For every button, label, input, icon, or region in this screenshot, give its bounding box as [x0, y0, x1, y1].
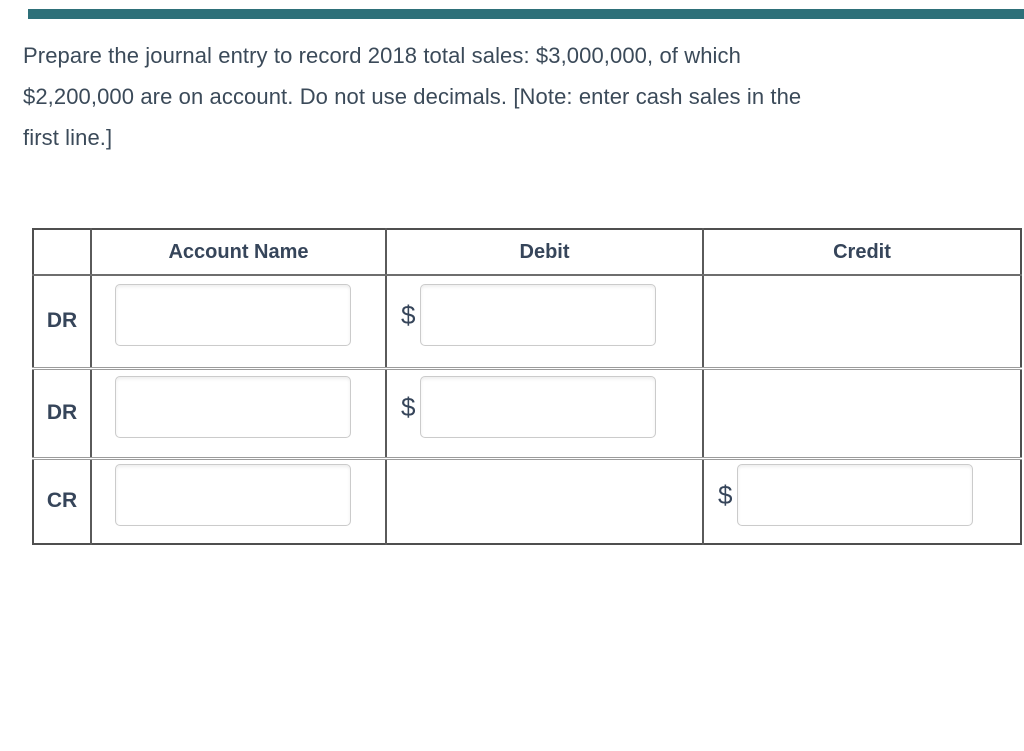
- journal-entry-table-container: Account Name Debit Credit DR $ DR: [32, 228, 1022, 545]
- journal-entry-table: Account Name Debit Credit DR $ DR: [32, 228, 1022, 545]
- row-label-cr: CR: [33, 456, 92, 544]
- dollar-sign-debit-2: $: [401, 391, 416, 422]
- account-name-input-row-2[interactable]: [115, 375, 351, 438]
- question-line-1: Prepare the journal entry to record 2018…: [23, 43, 741, 68]
- table-row-dr-1: DR $: [33, 275, 1021, 368]
- dollar-sign-debit-1: $: [401, 299, 416, 330]
- credit-amount-input-row-3[interactable]: [737, 463, 974, 526]
- debit-cell-empty-row-3: [386, 456, 704, 544]
- credit-cell-empty-row-2: [703, 366, 1021, 458]
- top-accent-bar-fragment: [28, 9, 1024, 19]
- table-header-row: Account Name Debit Credit: [33, 229, 1021, 276]
- question-line-3: first line.]: [23, 125, 113, 150]
- debit-amount-input-row-1[interactable]: [420, 283, 657, 346]
- question-text: Prepare the journal entry to record 2018…: [23, 35, 1013, 158]
- column-header-credit: Credit: [703, 229, 1021, 276]
- table-row-dr-2: DR $: [33, 366, 1021, 458]
- column-header-account-name: Account Name: [91, 229, 387, 276]
- table-row-cr: CR $: [33, 456, 1021, 544]
- dollar-sign-credit-3: $: [718, 479, 733, 510]
- account-name-input-row-1[interactable]: [115, 283, 351, 346]
- account-name-input-row-3[interactable]: [115, 463, 351, 526]
- credit-cell-empty-row-1: [703, 275, 1021, 368]
- column-header-row-label: [33, 229, 92, 276]
- question-line-2: $2,200,000 are on account. Do not use de…: [23, 84, 802, 109]
- debit-amount-input-row-2[interactable]: [420, 375, 657, 438]
- row-label-dr-2: DR: [33, 366, 92, 458]
- row-label-dr-1: DR: [33, 275, 92, 368]
- column-header-debit: Debit: [386, 229, 704, 276]
